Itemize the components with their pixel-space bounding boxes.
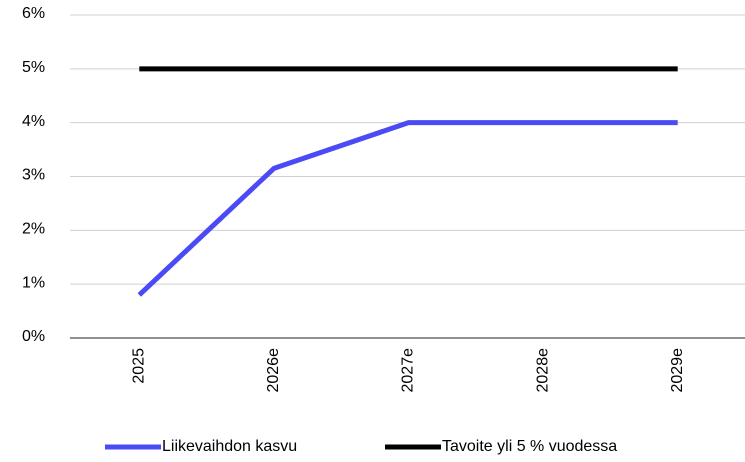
x-tick-label: 2025 [131, 348, 148, 384]
y-tick-label: 1% [22, 274, 45, 291]
y-tick-label: 5% [22, 59, 45, 76]
y-tick-label: 6% [22, 5, 45, 22]
x-tick-label: 2027e [400, 348, 417, 393]
legend-label: Liikevaihdon kasvu [162, 438, 297, 455]
y-tick-label: 4% [22, 113, 45, 130]
y-tick-label: 2% [22, 221, 45, 238]
y-tick-label: 0% [22, 328, 45, 345]
legend-label: Tavoite yli 5 % vuodessa [442, 438, 617, 455]
x-tick-label: 2029e [669, 348, 686, 393]
x-tick-label: 2028e [534, 348, 551, 393]
series-line [137, 120, 678, 297]
x-tick-label: 2026e [265, 348, 282, 393]
y-tick-label: 3% [22, 167, 45, 184]
